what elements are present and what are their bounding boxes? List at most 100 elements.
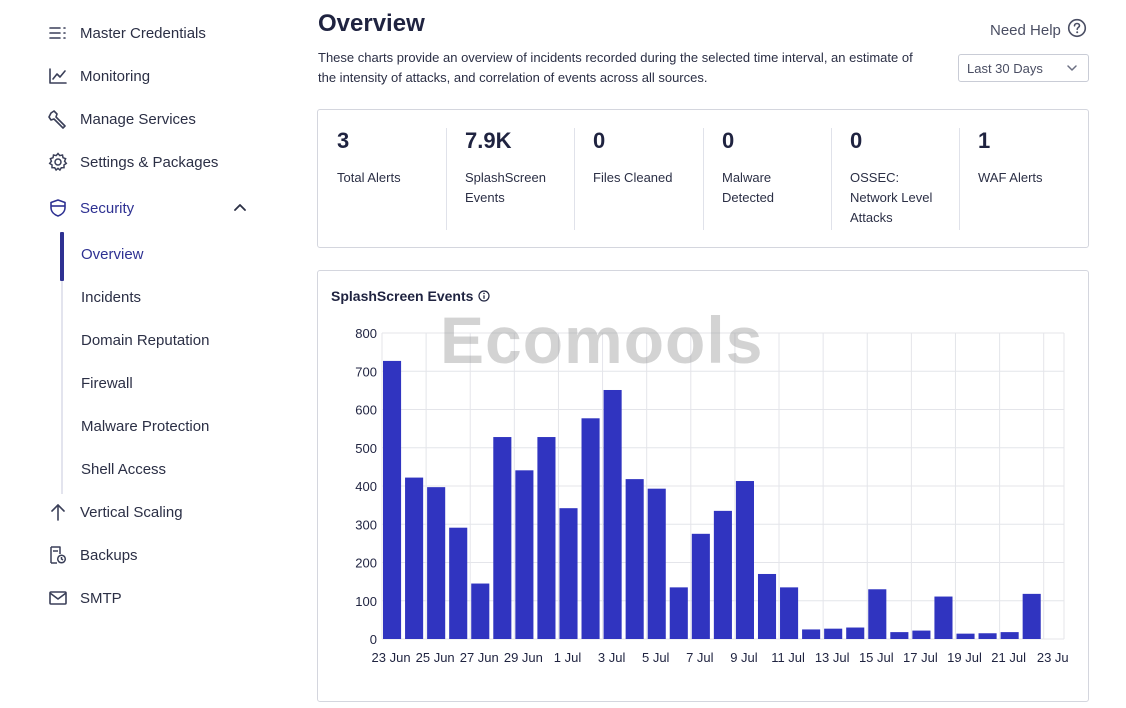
bar (581, 418, 600, 639)
page-title: Overview (318, 10, 425, 37)
bar (625, 479, 644, 639)
time-range-select[interactable]: Last 30 Days (958, 54, 1089, 82)
stat-divider (831, 128, 832, 230)
need-help-label: Need Help (990, 22, 1061, 39)
y-tick-label: 0 (370, 632, 377, 647)
x-tick-label: 23 Ju (1037, 650, 1069, 665)
sidebar-item-label: Master Credentials (80, 24, 206, 42)
bar (824, 628, 843, 639)
sidebar-item-settings-packages[interactable]: Settings & Packages (48, 147, 218, 177)
x-tick-label: 7 Jul (686, 650, 714, 665)
sidebar-item-vertical-scaling[interactable]: Vertical Scaling (48, 497, 183, 527)
stat-divider (959, 128, 960, 230)
bar (713, 510, 732, 639)
x-tick-label: 5 Jul (642, 650, 670, 665)
bar (846, 627, 865, 639)
stat-label: OSSEC: Network Level Attacks (850, 170, 933, 225)
bar (493, 437, 512, 639)
bar (449, 527, 468, 639)
bar (383, 360, 402, 639)
active-indicator (60, 232, 64, 281)
bar (934, 596, 953, 639)
sidebar-sub-firewall[interactable]: Firewall (81, 374, 133, 392)
stat-malware-detected: 0 Malware Detected (722, 128, 802, 208)
need-help-link[interactable]: Need Help (990, 18, 1087, 43)
bar (603, 389, 622, 639)
stat-label: Total Alerts (337, 170, 401, 185)
bar (669, 587, 688, 639)
sidebar-item-label: SMTP (80, 589, 122, 607)
bar (515, 470, 534, 639)
stat-label: SplashScreen Events (465, 170, 546, 205)
sidebar-item-label: Settings & Packages (80, 153, 219, 171)
x-tick-label: 25 Jun (416, 650, 455, 665)
sidebar-item-label: Manage Services (80, 110, 196, 128)
y-tick-label: 100 (355, 594, 377, 609)
bar (802, 629, 821, 639)
x-tick-label: 3 Jul (598, 650, 626, 665)
list-icon (48, 23, 68, 43)
sidebar-sub-incidents[interactable]: Incidents (81, 288, 142, 306)
stat-value: 7.9K (465, 128, 512, 153)
sidebar-item-smtp[interactable]: SMTP (48, 583, 122, 613)
splashscreen-chart-card: 0 100 200 300 400 500 600 700 800 23 Jun 25 Jun 27 … (317, 270, 1089, 702)
arrow-up-icon (48, 502, 68, 522)
sidebar-item-master-credentials[interactable]: Master Credentials (48, 18, 206, 48)
y-tick-label: 600 (355, 403, 377, 418)
page-description: These charts provide an overview of inci… (318, 50, 913, 85)
chart-title-text: SplashScreen Events (331, 288, 474, 304)
sidebar-item-monitoring[interactable]: Monitoring (48, 61, 150, 91)
sidebar-sub-overview[interactable]: Overview (81, 245, 144, 263)
sidebar: Master Credentials Monitoring Manage Ser… (0, 0, 290, 708)
x-tick-label: 27 Jun (460, 650, 499, 665)
sidebar-item-security[interactable]: Security (48, 193, 134, 223)
bar (691, 533, 710, 639)
y-tick-label: 200 (355, 556, 377, 571)
sidebar-item-label: Security (80, 199, 135, 217)
x-tick-label: 21 Jul (991, 650, 1026, 665)
stat-ossec-attacks: 0 OSSEC: Network Level Attacks (850, 128, 950, 228)
x-tick-label: 1 Jul (554, 650, 582, 665)
y-tick-label: 800 (355, 326, 377, 341)
bar (780, 587, 799, 639)
stat-value: 3 (337, 128, 350, 153)
y-tick-label: 400 (355, 479, 377, 494)
line-chart-icon (48, 66, 68, 86)
bar (1022, 593, 1041, 639)
stat-value: 1 (978, 128, 991, 153)
bar (1000, 632, 1019, 639)
bar (471, 583, 490, 639)
sidebar-item-manage-services[interactable]: Manage Services (48, 104, 196, 134)
bar-chart: 0 100 200 300 400 500 600 700 800 23 Jun 25 Jun 27 … (355, 326, 1069, 665)
stat-divider (703, 128, 704, 230)
stat-divider (574, 128, 575, 230)
bar (427, 487, 446, 639)
x-tick-label: 29 Jun (504, 650, 543, 665)
chevron-up-icon[interactable] (232, 199, 248, 215)
shield-icon (48, 198, 68, 218)
bar (912, 630, 931, 639)
info-icon[interactable] (478, 290, 491, 302)
sidebar-sub-shell-access[interactable]: Shell Access (81, 460, 167, 478)
sidebar-sub-malware-protection[interactable]: Malware Protection (81, 417, 210, 435)
question-circle-icon (1067, 18, 1087, 43)
x-tick-label: 11 Jul (771, 650, 805, 665)
gear-icon (48, 152, 68, 172)
stat-label: Malware Detected (722, 170, 775, 205)
stat-value: 0 (593, 128, 606, 153)
bar (537, 437, 556, 639)
stat-total-alerts: 3 Total Alerts (337, 128, 432, 188)
bar (735, 481, 754, 639)
x-tick-label: 15 Jul (859, 650, 894, 665)
stat-value: 0 (850, 128, 863, 153)
bar (956, 633, 975, 639)
mail-icon (48, 588, 68, 608)
y-tick-label: 700 (355, 364, 377, 379)
sidebar-sub-domain-reputation[interactable]: Domain Reputation (81, 331, 210, 349)
bar (868, 589, 887, 639)
chart-title: SplashScreen Events (331, 288, 491, 304)
sidebar-item-backups[interactable]: Backups (48, 540, 138, 570)
backup-icon (48, 545, 68, 565)
submenu-rail (61, 232, 63, 494)
time-range-value: Last 30 Days (967, 60, 1043, 76)
